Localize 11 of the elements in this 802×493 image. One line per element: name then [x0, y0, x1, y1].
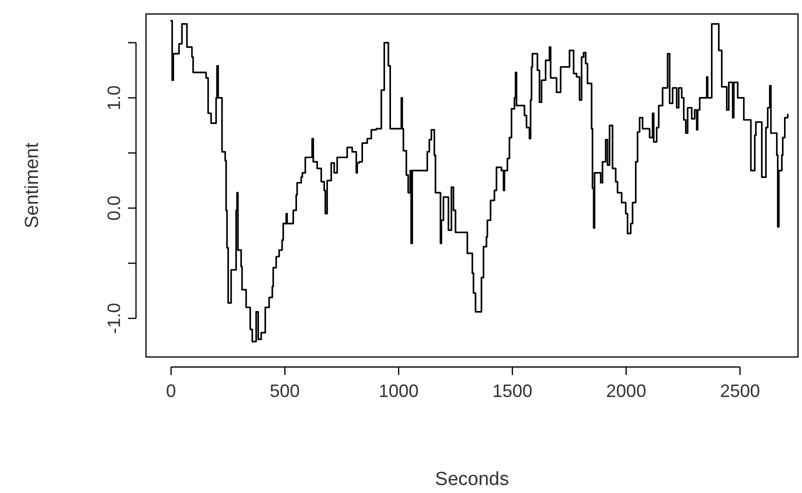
y-axis-title: Sentiment [22, 142, 43, 228]
x-tick-label: 1000 [378, 381, 419, 401]
x-tick-label: 1500 [492, 381, 532, 401]
y-tick-label: 0.0 [104, 196, 124, 221]
y-tick-label: -1.0 [104, 302, 124, 334]
x-tick-label: 2000 [606, 381, 646, 401]
y-tick-label: 1.0 [104, 85, 124, 110]
x-axis-title: Seconds [435, 469, 509, 490]
x-tick-label: 500 [270, 381, 300, 401]
x-tick-label: 2500 [720, 381, 760, 401]
x-tick-label: 0 [166, 381, 176, 401]
